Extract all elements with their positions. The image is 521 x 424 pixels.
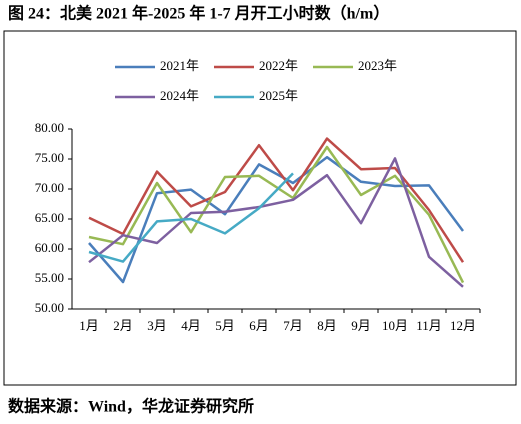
series-line [88, 157, 464, 288]
x-tick-label: 6月 [249, 318, 269, 333]
x-tick-label: 9月 [351, 318, 371, 333]
x-tick-label: 1月 [79, 318, 99, 333]
legend-label: 2024年 [160, 88, 199, 103]
x-tick-label: 5月 [215, 318, 235, 333]
source: 数据来源：Wind，华龙证券研究所 [8, 397, 254, 416]
legend-label: 2023年 [358, 58, 397, 73]
y-tick-label: 80.00 [35, 120, 64, 135]
y-tick-label: 60.00 [35, 240, 64, 255]
series-line [88, 155, 465, 284]
series-line [88, 137, 465, 263]
chart-title: 图 24：北美 2021 年-2025 年 1-7 月开工小时数（h/m） [8, 4, 389, 23]
legend-label: 2025年 [259, 88, 298, 103]
x-tick-label: 11月 [416, 318, 442, 333]
x-tick-label: 4月 [181, 318, 201, 333]
series-line [88, 172, 294, 263]
y-tick-label: 75.00 [35, 150, 64, 165]
x-tick-label: 3月 [147, 318, 167, 333]
y-tick-label: 50.00 [35, 300, 64, 315]
y-tick-label: 65.00 [35, 210, 64, 225]
legend-label: 2021年 [160, 58, 199, 73]
series-line [88, 145, 465, 284]
x-tick-label: 8月 [317, 318, 337, 333]
x-tick-label: 12月 [450, 318, 476, 333]
y-tick-label: 70.00 [35, 180, 64, 195]
y-tick-label: 55.00 [35, 270, 64, 285]
x-tick-label: 7月 [283, 318, 303, 333]
x-tick-label: 10月 [382, 318, 408, 333]
legend-label: 2022年 [259, 58, 298, 73]
x-tick-label: 2月 [113, 318, 133, 333]
frame [3, 30, 517, 386]
